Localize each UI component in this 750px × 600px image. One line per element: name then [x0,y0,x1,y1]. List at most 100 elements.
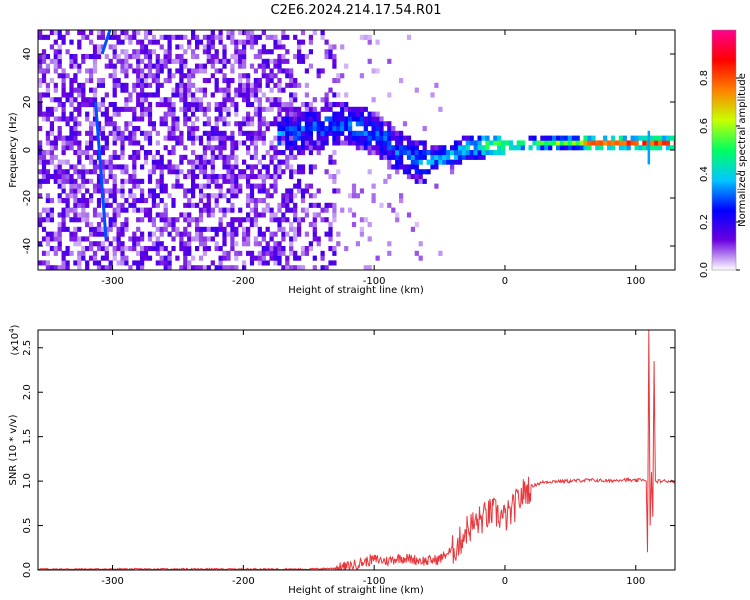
spectrogram-cell [277,140,282,146]
spectrogram-cell [167,164,172,170]
spectrogram-cell [143,159,149,165]
spectrogram-cell [226,255,231,261]
spectrogram-cell [96,164,102,170]
spectrogram-cell [324,217,329,223]
spectrogram-cell [375,126,380,132]
spectrogram-cell [53,97,58,103]
spectrogram-cell [89,78,94,84]
spectrogram-cell [277,130,282,136]
spectrogram-cell [147,150,153,156]
spectrogram-cell [61,226,66,232]
spectrogram-cell [140,102,145,108]
spectrogram-cell [183,241,188,247]
spectrogram-cell [300,39,306,45]
spectrogram-cell [285,82,290,88]
spectrogram-cell [159,154,164,160]
spectrogram-cell [469,150,474,156]
spectrogram-cell [179,140,184,146]
spectrogram-cell [214,241,219,247]
spectrogram-cell [155,150,160,156]
spectrogram-cell [285,154,290,160]
spectrogram-cell [300,58,306,64]
spectrogram-cell [179,82,184,88]
spectrogram-cell [124,222,129,228]
spectrogram-cell [269,159,274,165]
spectrogram-cell [230,169,235,175]
spectrogram-cell [120,106,125,112]
spectrogram-cell [304,111,310,117]
spectrogram-cell [261,178,266,184]
spectrogram-cell [422,169,427,175]
spectrogram-cells [38,30,675,270]
spectrogram-cell [308,34,314,40]
spectrogram-cell [218,260,223,266]
spectrogram-cell [289,207,294,213]
spectrogram-cell [332,44,337,50]
spectrogram-cell [57,231,62,237]
spectrogram-cell [179,246,184,252]
spectrogram-cell [430,159,435,165]
spectrogram-cell [128,265,133,270]
spectrogram-cell [324,92,329,98]
spectrogram-cell [69,54,74,60]
spectrogram-cell [167,265,172,270]
spectrogram-cell [218,150,223,156]
spectrogram-cell [167,222,172,228]
spectrogram-cell [132,207,137,213]
spectrogram-cell [230,246,235,252]
spectrogram-cell [198,106,204,112]
spectrogram-cell [140,68,145,74]
spectrogram-cell [143,255,149,261]
spectrogram-cell [132,106,137,112]
spectrogram-cell [387,145,392,151]
spectrogram-cell [195,68,200,74]
spectrogram-cell [210,154,215,160]
spectrogram-cell [69,111,74,117]
spectrogram-cell [583,140,588,146]
spectrogram-cell [242,265,247,270]
spectrogram-cell [120,188,125,194]
colorbar: 0.00.20.40.60.8 Normalized spectral ampl… [699,29,748,278]
spectrogram-cell [92,159,98,165]
spectrogram-cell [61,87,66,93]
spectrogram-cell [120,49,125,55]
spectrogram-cell [41,236,47,242]
spectrogram-cell [53,82,58,88]
spectrogram-cell [136,82,141,88]
spectrogram-cell [297,255,302,261]
spectrogram-cell [159,102,164,108]
spectrogram-cell [85,169,90,175]
spectrogram-cell [387,92,392,98]
spectrogram-cell [446,154,451,160]
spectrogram-cell [383,150,388,156]
spectrogram-cell [69,250,74,256]
spectrogram-cell [579,140,584,146]
spectrogram-cell [230,193,235,199]
spectrogram-cell [265,150,270,156]
spectrogram-cell [195,183,200,189]
spectrogram-cell [163,63,168,69]
spectrogram-cell [147,188,153,194]
spectrogram-cell [65,212,70,218]
spectrogram-cell [273,174,278,180]
spectrogram-cell [183,145,188,151]
spectrogram-cell [163,145,168,151]
spectrogram-cell [132,159,137,165]
spectrogram-cell [108,44,113,50]
spectrogram-cell [265,169,270,175]
spectrogram-cell [210,34,215,40]
spectrogram-cell [242,130,247,136]
spectrogram-cell [269,250,274,256]
spectrogram-cell [332,246,337,252]
spectrogram-cell [610,145,616,151]
spectrogram-cell [214,121,219,127]
spectrogram-cell [218,222,223,228]
spectrogram-cell [269,34,274,40]
spectrogram-cell [96,82,102,88]
spectrogram-cell [191,49,196,55]
spectrogram-cell [155,178,160,184]
spectrogram-cell [249,82,255,88]
spectrogram-cell [395,154,400,160]
spectrogram-cell [183,231,188,237]
spectrogram-cell [285,202,290,208]
